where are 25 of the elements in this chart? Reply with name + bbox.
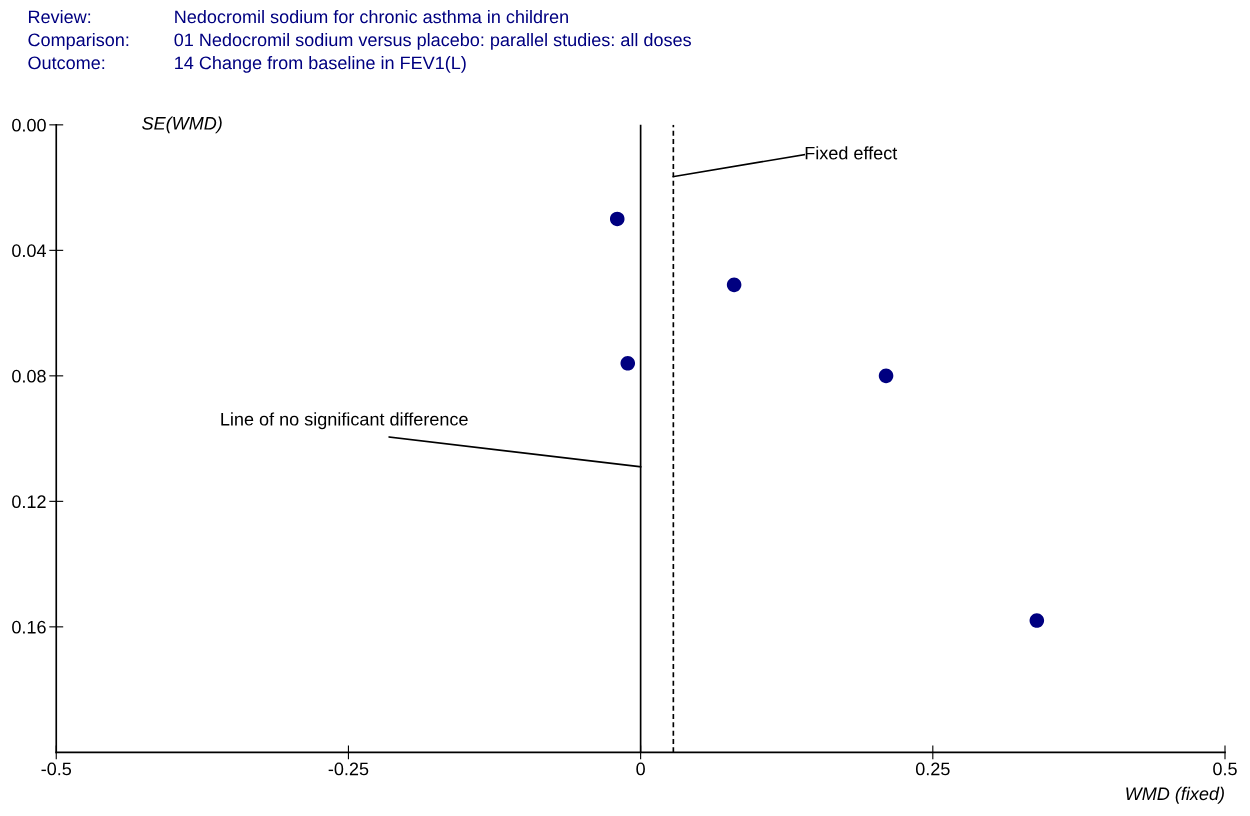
y-tick-label: 0.00 [12,118,46,132]
text: Comparison: [28,33,129,50]
text: 01 Nedocromil sodium versus placebo: parallel studies: all doses [174,33,691,50]
text: Outcome: [28,56,105,70]
text: 14 Change from baseline in FEV1(L) [175,56,466,73]
x-axis-title: WMD (fixed) [1126,786,1224,804]
y-tick-label: 0.12 [12,495,46,509]
x-tick-label: 0.5 [1213,762,1237,776]
text: Nedocromil sodium for chronic asthma in children [175,10,568,24]
x-tick-label: -0.25 [328,762,369,776]
ref-line-label: Line of no significant difference [221,412,468,430]
y-axis-title: SE(WMD) [142,116,222,134]
point [609,211,625,227]
x-tick-label: 0 [636,762,645,776]
y-tick-label: 0.16 [12,620,46,634]
y-tick-label: 0.08 [12,369,46,383]
ref-line-label: Fixed effect [805,146,898,160]
y-tick-label: 0.04 [12,244,46,258]
point [1029,613,1045,628]
point [878,368,894,384]
point [726,277,742,293]
point [620,356,636,371]
text: Review: [28,10,91,24]
x-tick-label: -0.5 [41,762,72,776]
x-tick-label: 0.25 [915,762,950,776]
